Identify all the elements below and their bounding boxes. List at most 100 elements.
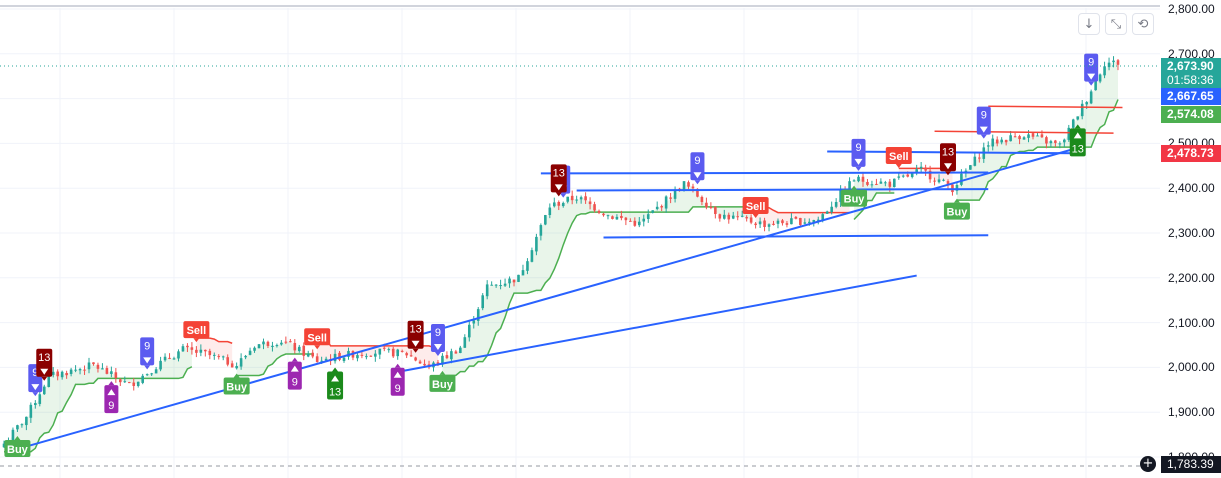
candle-body — [1031, 133, 1035, 137]
td-setup-up-box — [287, 361, 302, 390]
candle-body — [159, 360, 162, 370]
trendline — [576, 188, 989, 192]
candle-body — [221, 356, 225, 358]
down-arrow-icon[interactable]: ↓ — [1078, 13, 1100, 35]
sell-signal-pointer — [314, 345, 321, 350]
buy-signal-pointer — [439, 370, 446, 375]
candle-body — [333, 353, 337, 362]
candle-body — [396, 349, 400, 357]
candle-body — [597, 210, 601, 213]
candle-body — [450, 351, 453, 360]
candle-body — [687, 182, 690, 187]
plus-circle-icon[interactable]: + — [1140, 456, 1156, 472]
candle-body — [11, 429, 15, 441]
buy-signal-text: Buy — [7, 444, 29, 456]
red-trend-fill — [317, 333, 438, 366]
candle-body — [526, 261, 529, 271]
candle-body — [56, 371, 59, 377]
candle-body — [1004, 139, 1008, 143]
price-tick: 2,200.00 — [1168, 270, 1215, 285]
candle-body — [834, 202, 838, 207]
td-setup-down-pointer — [980, 134, 987, 139]
green-trend-fill — [4, 346, 192, 452]
td-count-13-up-arrow — [331, 375, 340, 382]
candle-body — [20, 424, 24, 426]
crosshair-price: 1,783.39 — [1161, 456, 1221, 473]
green-stop-line — [4, 366, 193, 453]
td-count-13-down-pointer — [412, 348, 419, 353]
sell-signal-pointer — [752, 214, 759, 219]
trendline — [603, 234, 989, 239]
candle-body — [92, 362, 95, 365]
candle-body — [794, 216, 798, 219]
collapse-icon[interactable]: ⤡ — [1105, 13, 1127, 35]
candle-body — [195, 349, 198, 353]
td-setup-up-text: 9 — [292, 377, 298, 389]
td-count-13-up-arrow — [1073, 132, 1082, 139]
candle-body — [271, 345, 274, 347]
candle-body — [906, 174, 910, 177]
td-setup-down-pointer — [434, 351, 441, 356]
candle-body — [646, 214, 650, 220]
buy-signal-box — [841, 189, 868, 207]
buy-signal-pointer — [233, 373, 240, 378]
td-count-13-down-text: 13 — [409, 324, 421, 336]
price-tick: 2,000.00 — [1168, 360, 1215, 375]
trend-fill — [4, 61, 1118, 452]
candle-body — [436, 362, 440, 364]
candle-body — [414, 357, 417, 361]
td-setup-down-box — [690, 152, 705, 181]
td-count-13-up-text: 13 — [329, 387, 341, 399]
candle-body — [915, 169, 918, 173]
buy-signal-text: Buy — [947, 207, 969, 219]
candle-body — [387, 349, 391, 351]
td-setup-up-pointer — [291, 357, 298, 362]
candle-body — [289, 341, 292, 343]
candle-body — [1009, 135, 1012, 142]
candle-body — [763, 220, 766, 227]
candle-body — [204, 349, 207, 352]
td-setup-up-pointer — [394, 363, 401, 368]
td-setup-down: 9 — [690, 152, 705, 185]
td-count-13-down-box — [407, 320, 424, 349]
candle-body — [839, 190, 842, 203]
candle-body — [642, 218, 646, 222]
td-count-13-up-text: 13 — [1072, 143, 1084, 155]
reset-icon[interactable]: ⟲ — [1132, 13, 1154, 35]
td-count-13-down-pointer — [944, 171, 951, 176]
candle-body — [114, 372, 118, 379]
green-stop-line — [442, 206, 752, 377]
buy-signal: Buy — [429, 370, 456, 392]
candle-body — [136, 381, 140, 386]
candle-body — [696, 188, 699, 197]
candle-body — [275, 345, 279, 347]
sell-signal-text: Sell — [307, 332, 327, 344]
candle-body — [306, 353, 310, 357]
candle-body — [593, 204, 596, 211]
sell-signal-pointer — [895, 164, 902, 169]
candle-body — [669, 197, 672, 199]
td-setup-down: 9 — [140, 337, 155, 370]
candle-body — [145, 374, 149, 376]
candle-body — [423, 363, 426, 366]
candle-body — [1085, 102, 1088, 105]
candle-body — [736, 216, 740, 218]
candle-body — [172, 358, 176, 360]
td-setup-down: 9 — [430, 323, 445, 356]
buy-signal-pointer — [14, 436, 21, 441]
candle-body — [969, 165, 972, 170]
candle-body — [705, 202, 708, 208]
td-count-13-down-box — [36, 348, 53, 377]
candle-body — [2, 443, 6, 448]
candle-body — [691, 186, 695, 189]
candle-body — [901, 175, 905, 177]
candles — [2, 56, 1120, 448]
buy-signal: Buy — [4, 436, 31, 458]
candle-body — [293, 342, 297, 351]
sell-signal-box — [183, 321, 210, 339]
blue-price-label: 2,667.65 — [1161, 88, 1221, 105]
td-setup-down-pointer — [855, 166, 862, 171]
candle-body — [700, 196, 704, 202]
candle-body — [123, 381, 127, 383]
